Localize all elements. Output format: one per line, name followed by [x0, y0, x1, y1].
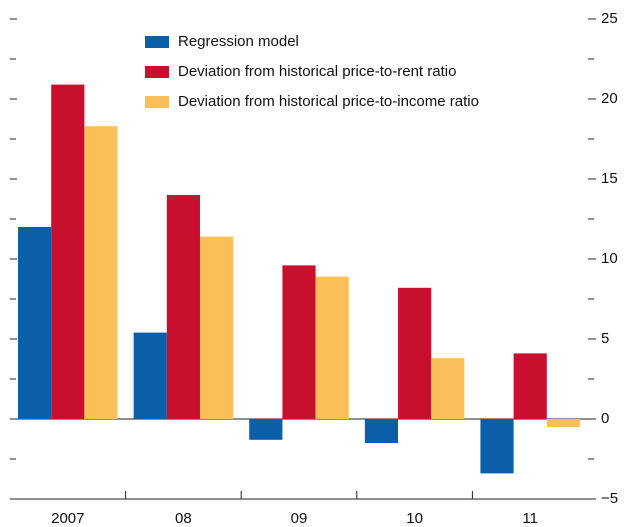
y-tick-label: −5 — [601, 490, 618, 507]
y-tick-label: 0 — [601, 410, 609, 427]
legend-label: Deviation from historical price-to-incom… — [178, 93, 479, 110]
bar — [513, 353, 547, 419]
y-tick-label: 20 — [601, 90, 618, 107]
x-tick-label: 09 — [291, 510, 308, 527]
legend-label: Regression model — [178, 33, 299, 50]
bar — [282, 265, 316, 419]
bar — [546, 419, 580, 427]
x-tick-label: 10 — [406, 510, 423, 527]
bar — [315, 276, 349, 419]
y-tick-label: 15 — [601, 170, 618, 187]
bar — [84, 126, 118, 419]
y-tick-label: 25 — [601, 10, 618, 27]
bar — [51, 84, 85, 419]
legend-swatch — [145, 66, 169, 78]
bar — [133, 332, 167, 419]
bar — [249, 419, 283, 440]
legend-label: Deviation from historical price-to-rent … — [178, 63, 456, 80]
bar — [480, 419, 514, 474]
bar — [431, 358, 465, 419]
legend-swatch — [145, 96, 169, 108]
bar — [199, 236, 234, 419]
bar — [398, 287, 432, 419]
bar — [166, 195, 200, 419]
y-tick-label: 5 — [601, 330, 609, 347]
y-tick-label: 10 — [601, 250, 618, 267]
legend-swatch — [145, 36, 169, 48]
x-tick-label: 2007 — [51, 510, 84, 527]
x-tick-label: 08 — [175, 510, 192, 527]
x-tick-label: 11 — [522, 510, 538, 527]
bar — [18, 227, 52, 419]
bar — [364, 419, 399, 443]
